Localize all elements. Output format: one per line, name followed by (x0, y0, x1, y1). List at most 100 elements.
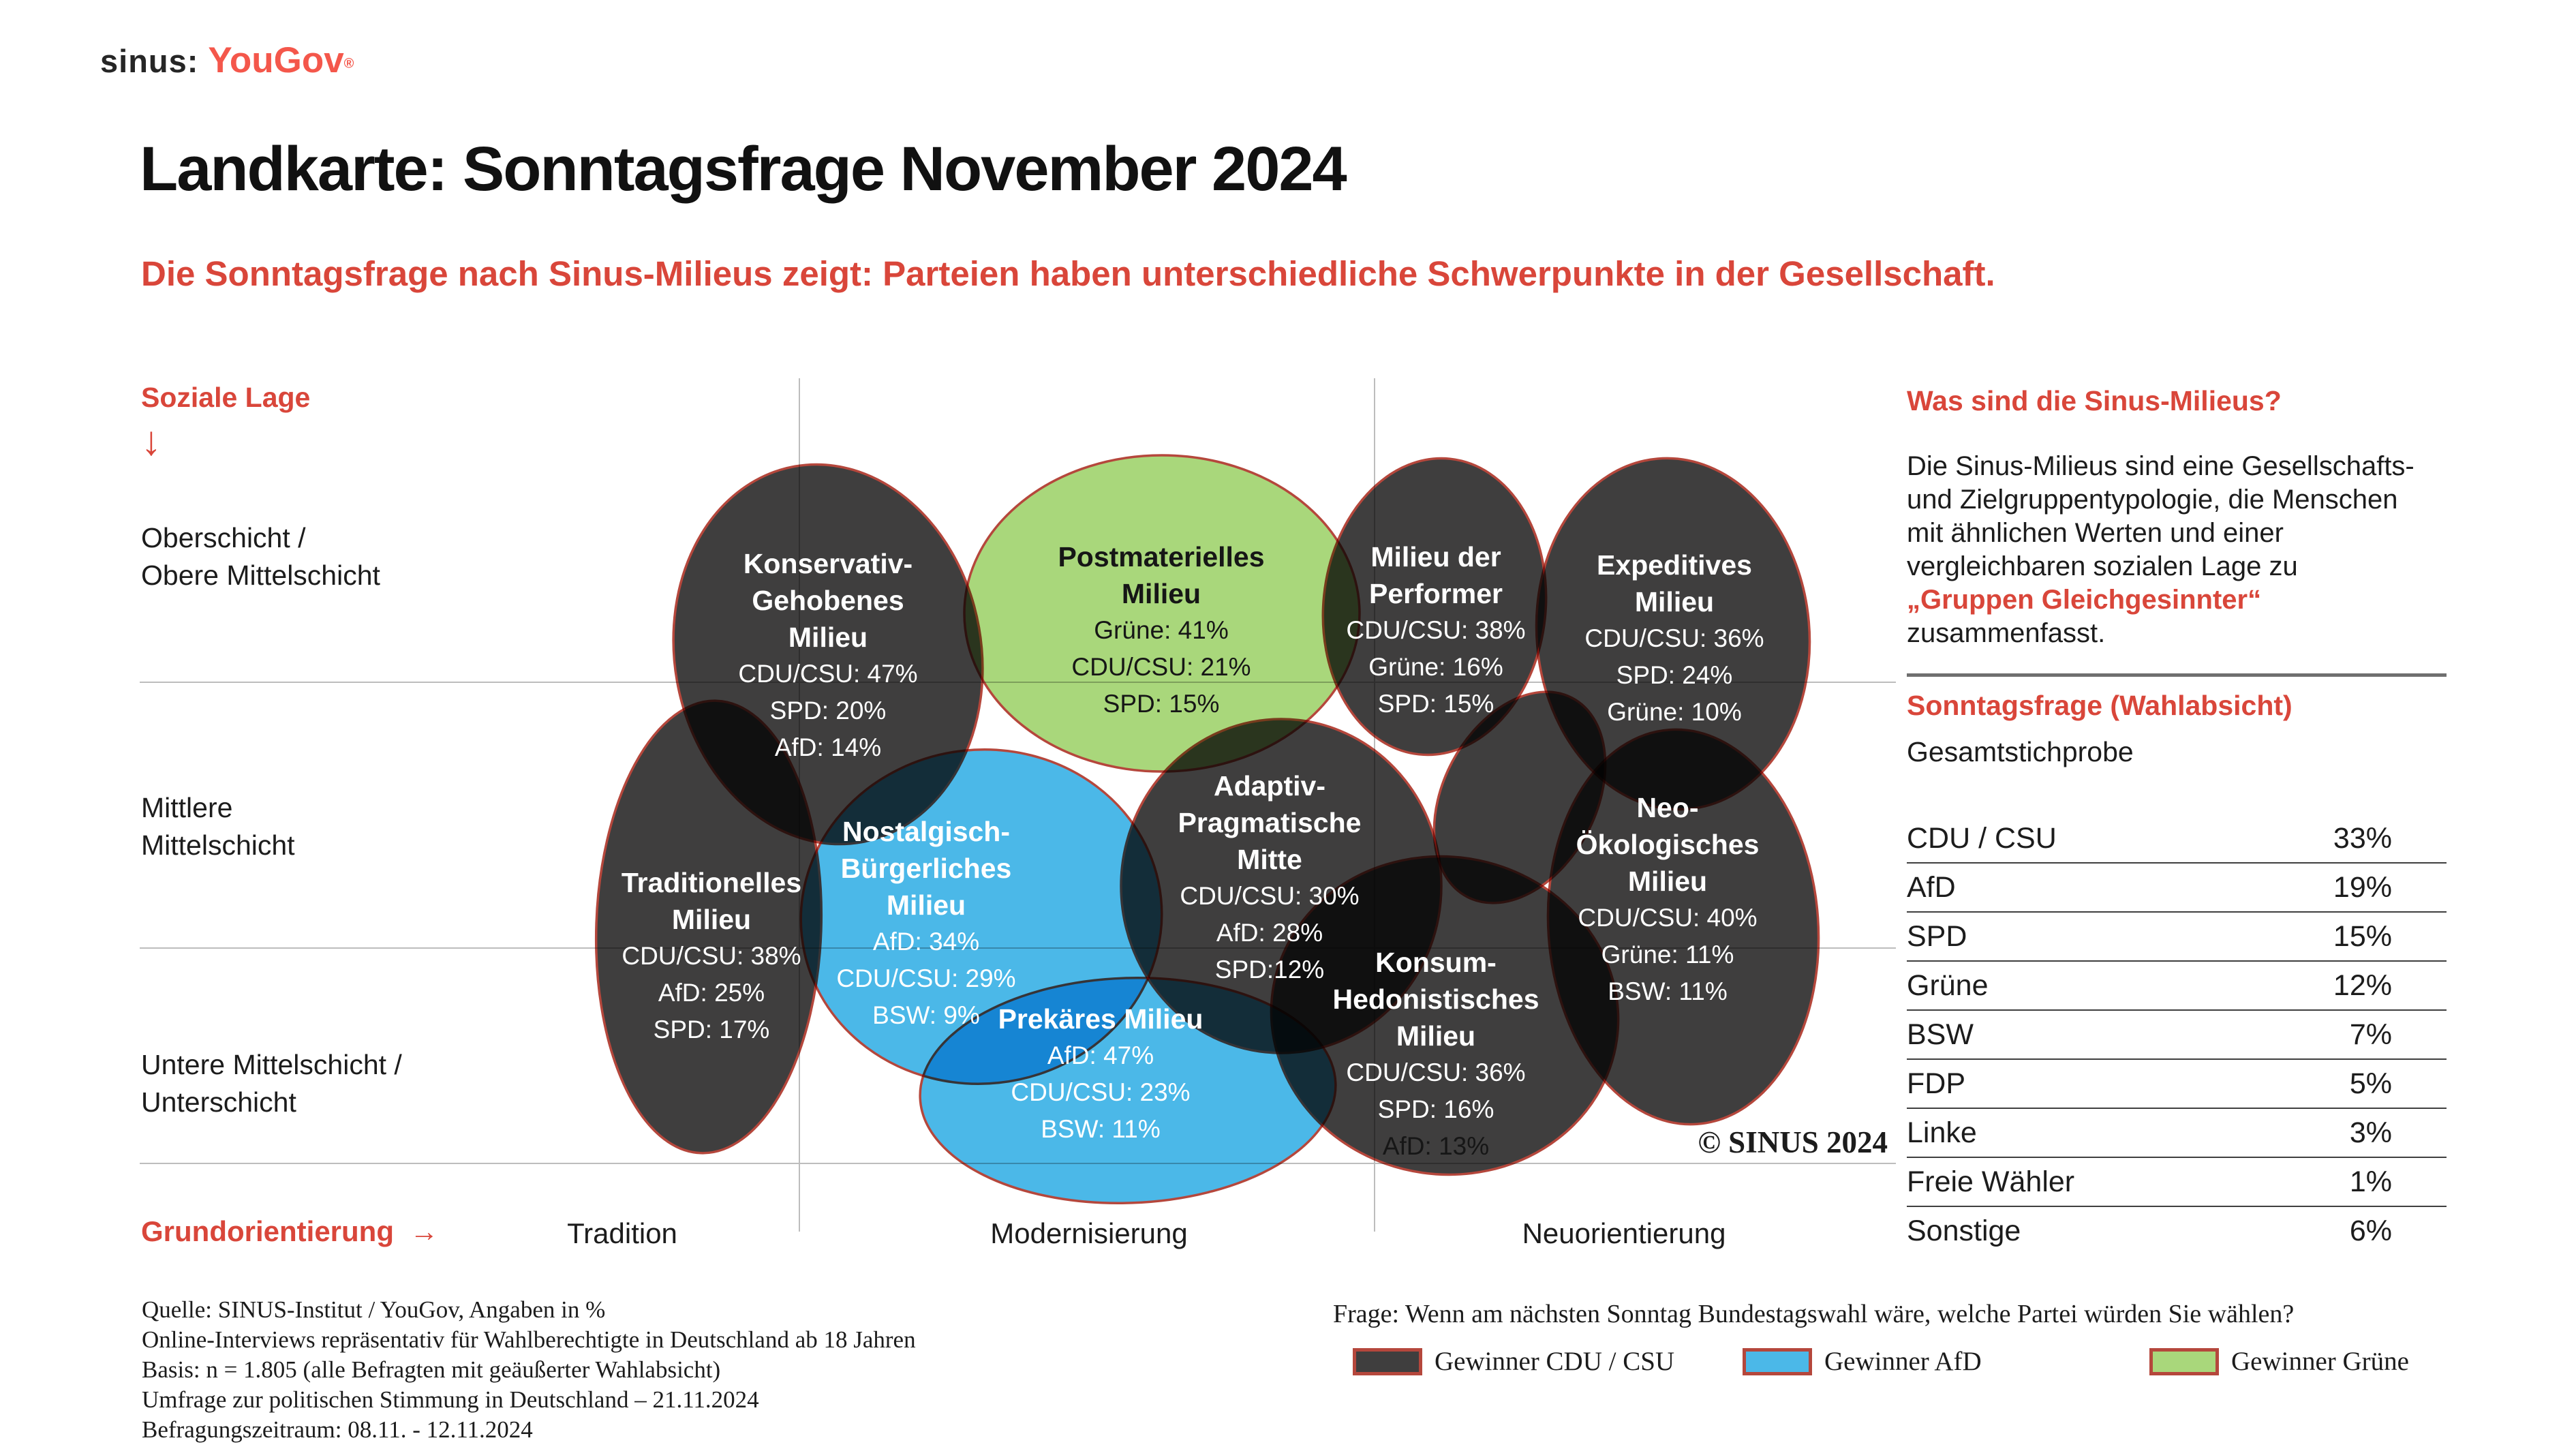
party-value: 6% (2349, 1214, 2392, 1247)
milieu-value: CDU/CSU: 36% (1346, 1058, 1526, 1086)
party-value: 15% (2333, 919, 2392, 953)
milieu-label-nostalgisch: Nostalgisch- Bürgerliches Milieu AfD: 34… (836, 813, 1015, 1034)
blob-prekaeres (919, 977, 1337, 1204)
milieu-name: Neo- Ökologisches Milieu (1576, 792, 1760, 897)
legend-label: Gewinner CDU / CSU (1435, 1347, 1675, 1376)
table-row: Freie Wähler 1% (1907, 1158, 2447, 1207)
milieu-value: CDU/CSU: 36% (1584, 624, 1764, 652)
source-line: Umfrage zur politischen Stimmung in Deut… (142, 1386, 759, 1413)
milieu-label-adaptiv: Adaptiv- Pragmatische Mitte CDU/CSU: 30%… (1178, 767, 1362, 988)
milieu-value: SPD: 15% (1103, 690, 1220, 718)
milieu-name: Konsum- Hedonistisches Milieu (1332, 947, 1539, 1052)
x-tick-neuorientierung: Neuorientierung (1522, 1217, 1726, 1249)
table-row: Linke 3% (1907, 1109, 2447, 1158)
milieu-value: AfD: 34% (872, 928, 980, 956)
party-value: 33% (2333, 821, 2392, 855)
milieu-value: CDU/CSU: 38% (1346, 616, 1526, 644)
panel-divider (1907, 673, 2447, 677)
blob-neo-oekologisches (1546, 728, 1820, 1126)
table-row: SPD 15% (1907, 913, 2447, 962)
party-name: CDU / CSU (1907, 821, 2057, 855)
legend-item-cdu-csu: Gewinner CDU / CSU (1353, 1346, 1674, 1377)
survey-question: Frage: Wenn am nächsten Sonntag Bundesta… (1333, 1300, 2295, 1328)
party-name: BSW (1907, 1018, 1974, 1051)
x-axis-label: Grundorientierung (141, 1215, 394, 1247)
party-name: AfD (1907, 870, 1956, 904)
milieu-name: Traditionelles Milieu (621, 867, 802, 935)
y-tick-untere: Untere Mittelschicht / Unterschicht (141, 1049, 402, 1118)
y-tick-mittlere: Mittlere Mittelschicht (141, 792, 295, 861)
milieu-name: Prekäres Milieu (998, 1003, 1203, 1035)
y-axis-arrow-icon: ↓ (141, 418, 162, 463)
y-axis-title: Soziale Lage (141, 382, 311, 413)
milieu-value: CDU/CSU: 29% (836, 964, 1016, 992)
party-name: Sonstige (1907, 1214, 2021, 1247)
milieu-value: Grüne: 10% (1607, 698, 1742, 726)
table-row: BSW 7% (1907, 1011, 2447, 1060)
milieu-name: Adaptiv- Pragmatische Mitte (1178, 770, 1362, 875)
party-value: 7% (2349, 1018, 2392, 1051)
copyright-note: © SINUS 2024 (1698, 1125, 1888, 1159)
milieu-name: Postmaterielles Milieu (1058, 541, 1265, 609)
x-axis-title: Grundorientierung → (141, 1215, 438, 1248)
milieu-value: CDU/CSU: 30% (1180, 882, 1360, 910)
milieu-value: CDU/CSU: 21% (1071, 653, 1251, 681)
milieu-label-neo-oekologisches: Neo- Ökologisches Milieu CDU/CSU: 40% Gr… (1576, 789, 1760, 1010)
milieu-label-konservativ: Konservativ- Gehobenes Milieu CDU/CSU: 4… (738, 545, 917, 766)
description-highlight: „Gruppen Gleichgesinnter“ (1907, 585, 2262, 615)
milieu-value: AfD: 13% (1382, 1132, 1490, 1160)
milieu-value: CDU/CSU: 23% (1011, 1078, 1191, 1106)
milieu-label-traditionelles: Traditionelles Milieu CDU/CSU: 38% AfD: … (622, 864, 801, 1048)
milieu-value: AfD: 25% (658, 979, 765, 1007)
sidebar-heading: Was sind die Sinus-Milieus? (1907, 385, 2282, 416)
x-tick-modernisierung: Modernisierung (990, 1217, 1188, 1249)
milieu-label-prekaeres: Prekäres Milieu AfD: 47% CDU/CSU: 23% BS… (998, 1001, 1203, 1148)
table-row: FDP 5% (1907, 1060, 2447, 1109)
milieu-value: AfD: 28% (1216, 919, 1323, 947)
party-name: Freie Wähler (1907, 1165, 2075, 1198)
table-row: AfD 19% (1907, 864, 2447, 913)
party-name: FDP (1907, 1067, 1965, 1100)
page-title: Landkarte: Sonntagsfrage November 2024 (140, 134, 1347, 204)
milieu-value: BSW: 9% (872, 1001, 980, 1029)
milieu-value: SPD: 16% (1377, 1095, 1494, 1123)
poll-subheading: Sonntagsfrage (Wahlabsicht) (1907, 690, 2293, 721)
milieu-value: CDU/CSU: 40% (1578, 904, 1758, 932)
table-row: Grüne 12% (1907, 962, 2447, 1011)
x-axis-arrow-icon: → (410, 1215, 439, 1247)
source-line: Quelle: SINUS-Institut / YouGov, Angaben… (142, 1296, 606, 1323)
milieu-value: SPD: 17% (653, 1016, 770, 1043)
legend-label: Gewinner Grüne (2231, 1347, 2409, 1376)
milieu-value: SPD:12% (1214, 956, 1325, 983)
party-name: Linke (1907, 1116, 1977, 1149)
legend-item-gruene: Gewinner Grüne (2149, 1346, 2409, 1377)
milieu-value: CDU/CSU: 47% (738, 660, 918, 688)
sidebar-description: Die Sinus-Milieus sind eine Gesellschaft… (1907, 450, 2493, 650)
party-value: 1% (2349, 1165, 2392, 1198)
sinus-logo: sinus: (100, 43, 199, 79)
milieu-name: Konservativ- Gehobenes Milieu (743, 548, 913, 653)
page-subtitle: Die Sonntagsfrage nach Sinus-Milieus zei… (141, 254, 1995, 293)
yougov-logo: YouGov (208, 40, 344, 80)
poll-results-table: CDU / CSU 33% AfD 19% SPD 15% Grüne 12% BSW 7… (1907, 814, 2447, 1255)
source-line: Basis: n = 1.805 (alle Befragten mit geä… (142, 1356, 721, 1383)
registered-mark: ® (343, 56, 354, 72)
milieu-label-performer: Milieu der Performer CDU/CSU: 38% Grüne:… (1346, 538, 1525, 722)
x-tick-tradition: Tradition (567, 1217, 677, 1249)
party-value: 12% (2333, 968, 2392, 1002)
milieu-name: Nostalgisch- Bürgerliches Milieu (840, 816, 1012, 921)
party-name: SPD (1907, 919, 1967, 953)
milieu-value: SPD: 24% (1616, 661, 1733, 689)
milieu-value: Grüne: 41% (1094, 616, 1229, 644)
sample-label: Gesamtstichprobe (1907, 736, 2134, 767)
milieu-name: Milieu der Performer (1369, 541, 1503, 609)
party-value: 3% (2349, 1116, 2392, 1149)
milieu-value: Grüne: 11% (1601, 941, 1734, 968)
milieu-value: SPD: 15% (1377, 690, 1494, 718)
legend-swatch-cdu-csu (1353, 1347, 1422, 1375)
legend-item-afd: Gewinner AfD (1743, 1346, 1982, 1377)
party-name: Grüne (1907, 968, 1989, 1002)
party-value: 5% (2349, 1067, 2392, 1100)
